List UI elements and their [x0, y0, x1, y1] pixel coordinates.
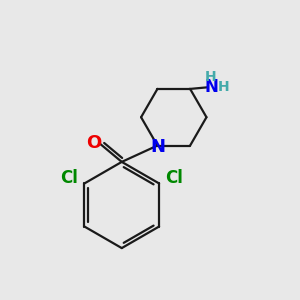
Text: H: H: [218, 80, 230, 94]
Text: N: N: [151, 138, 166, 156]
Text: H: H: [205, 70, 217, 84]
Text: Cl: Cl: [60, 169, 78, 187]
Text: N: N: [205, 78, 218, 96]
Text: Cl: Cl: [166, 169, 184, 187]
Text: O: O: [86, 134, 101, 152]
